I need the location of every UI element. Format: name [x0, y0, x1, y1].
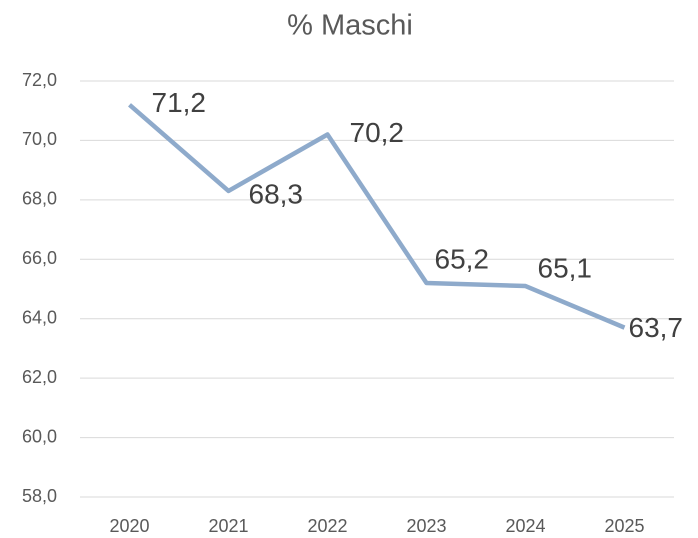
y-tick-label: 68,0 — [22, 189, 57, 209]
x-tick-label: 2023 — [406, 516, 446, 536]
line — [128, 103, 626, 330]
y-tick-label: 66,0 — [22, 248, 57, 268]
y-tick-label: 58,0 — [22, 486, 57, 506]
y-tick-label: 62,0 — [22, 367, 57, 387]
y-tick-label: 70,0 — [22, 129, 57, 149]
data-label: 65,2 — [435, 243, 490, 274]
x-tick-label: 2022 — [307, 516, 347, 536]
data-label: 63,7 — [629, 312, 684, 343]
data-label: 65,1 — [538, 252, 593, 283]
y-tick-label: 60,0 — [22, 426, 57, 446]
chart-title: % Maschi — [287, 10, 413, 42]
data-label: 70,2 — [350, 117, 405, 148]
x-tick-label: 2020 — [109, 516, 149, 536]
data-label: 71,2 — [152, 87, 207, 118]
x-tick-label: 2025 — [604, 516, 644, 536]
data-label: 68,3 — [249, 178, 304, 209]
y-tick-label: 64,0 — [22, 307, 57, 327]
y-tick-label: 72,0 — [22, 70, 57, 90]
x-tick-label: 2024 — [505, 516, 545, 536]
x-tick-label: 2021 — [208, 516, 248, 536]
